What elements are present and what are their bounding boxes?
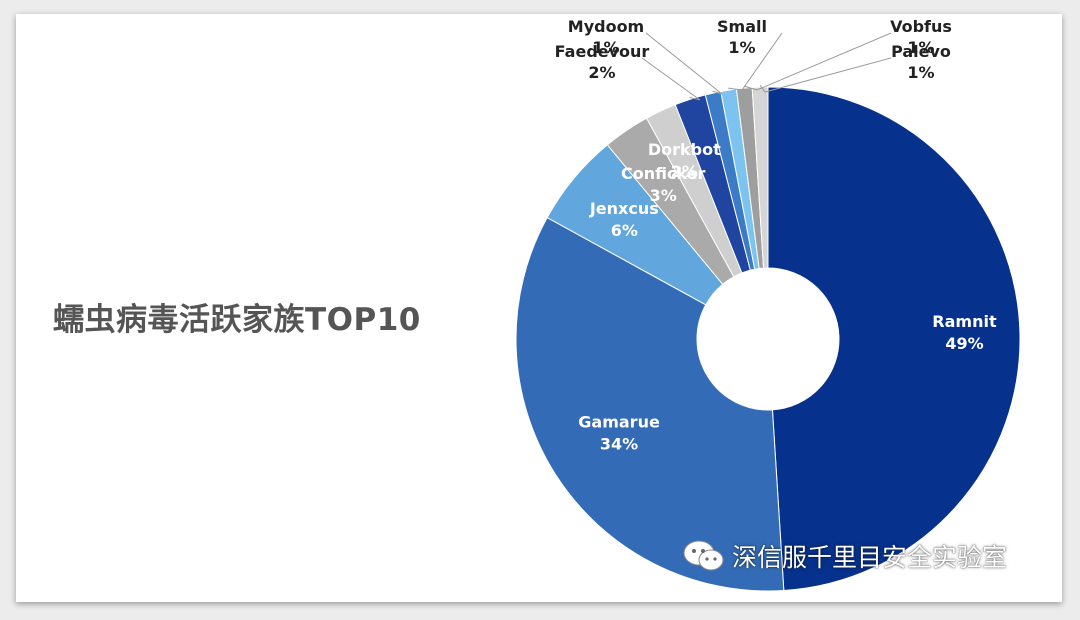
slice-value-label: 1%	[592, 38, 619, 57]
wechat-icon	[683, 540, 724, 571]
slice-value-label: 1%	[907, 63, 934, 82]
slice-name-label: Jenxcus	[589, 199, 659, 218]
leader-line	[743, 32, 892, 91]
slice-name-label: Gamarue	[578, 413, 660, 432]
slice-name-label: Dorkbot	[648, 140, 721, 159]
slice-name-label: Vobfus	[890, 17, 952, 36]
slice-name-label: Small	[717, 17, 767, 36]
slice-value-label: 2%	[671, 162, 698, 181]
slice-value-label: 49%	[945, 334, 983, 353]
watermark-text: 深信服千里目安全实验室	[732, 543, 1008, 572]
slice-value-label: 2%	[588, 63, 615, 82]
leader-line	[641, 57, 701, 101]
page-title: 蠕虫病毒活跃家族TOP10	[53, 302, 421, 338]
pie-slice-gamarue	[515, 216, 785, 592]
slice-name-label: Mydoom	[568, 17, 644, 36]
slice-name-label: Faedevour	[555, 42, 650, 61]
slice-value-label: 3%	[650, 186, 677, 205]
slice-name-label: Ramnit	[932, 312, 997, 331]
slice-value-label: 1%	[728, 38, 755, 57]
pie-slice-ramnit	[767, 86, 1021, 592]
pie-slice-palevo	[751, 86, 769, 269]
slice-name-label: Conficker	[621, 164, 706, 183]
slice-value-label: 6%	[611, 221, 638, 240]
slice-name-label: Palevo	[891, 42, 951, 61]
slice-value-label: 34%	[600, 435, 638, 454]
watermark: 深信服千里目安全实验室	[682, 538, 1007, 574]
leader-line	[645, 32, 723, 95]
leader-line	[759, 57, 892, 93]
leader-line	[728, 32, 783, 91]
slice-value-label: 1%	[907, 38, 934, 57]
